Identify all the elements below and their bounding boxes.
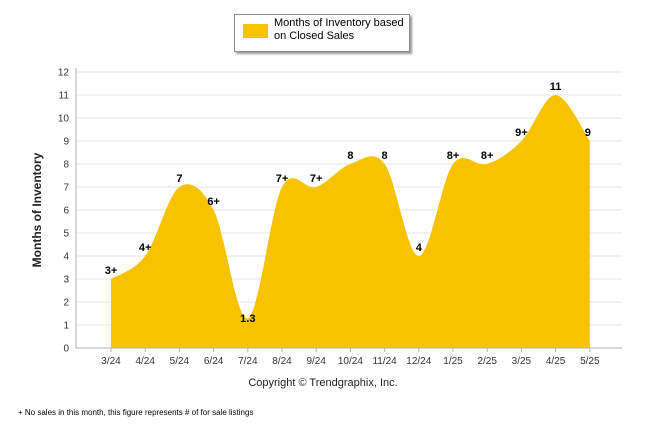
x-tick-label: 3/24: [101, 356, 121, 367]
y-tick-label: 10: [58, 114, 70, 125]
data-label: 7+: [310, 173, 323, 185]
data-label: 11: [550, 81, 562, 93]
y-tick-label: 5: [63, 229, 69, 240]
x-tick-label: 2/25: [477, 356, 497, 367]
y-tick-label: 12: [58, 68, 70, 79]
data-label: 6+: [207, 196, 220, 208]
x-tick-label: 11/24: [372, 356, 397, 367]
y-tick-label: 9: [63, 137, 69, 148]
data-labels: 3+ 4+ 7 6+ 1.3 7+ 7+ 8 8 4 8+ 8+ 9+ 11 9: [105, 81, 591, 325]
x-tick-label: 12/24: [406, 356, 431, 367]
y-tick-label: 4: [63, 252, 69, 263]
legend-swatch: [243, 24, 268, 38]
series-area: [111, 95, 590, 348]
y-tick-label: 1: [63, 321, 69, 332]
legend: Months of Inventory based on Closed Sale…: [234, 14, 410, 52]
data-label: 7+: [276, 173, 289, 185]
y-tick-label: 6: [63, 206, 69, 217]
x-tick-label: 6/24: [204, 356, 224, 367]
data-label: 9: [585, 127, 591, 139]
footnote: + No sales in this month, this figure re…: [18, 408, 254, 417]
x-tick-labels: 3/24 4/24 5/24 6/24 7/24 8/24 9/24 10/24 11/24 12…: [101, 348, 600, 367]
y-tick-label: 8: [63, 160, 69, 171]
x-tick-label: 4/25: [546, 356, 566, 367]
x-tick-label: 9/24: [306, 356, 326, 367]
data-label: 8+: [481, 150, 494, 162]
data-label: 1.3: [240, 313, 255, 325]
y-tick-label: 11: [59, 91, 70, 102]
x-tick-label: 10/24: [338, 356, 363, 367]
data-label: 8: [382, 150, 388, 162]
y-tick-label: 3: [63, 275, 69, 286]
axes: [75, 68, 622, 349]
x-tick-label: 8/24: [272, 356, 292, 367]
copyright-text: Copyright © Trendgraphix, Inc.: [248, 377, 398, 389]
data-label: 7: [176, 173, 182, 185]
data-label: 4+: [139, 242, 152, 254]
legend-label: Months of Inventory based on Closed Sale…: [274, 17, 404, 42]
x-tick-label: 1/25: [443, 356, 463, 367]
x-tick-label: 7/24: [238, 356, 258, 367]
y-tick-label: 7: [63, 183, 69, 194]
y-tick-label: 0: [63, 344, 69, 355]
data-label: 3+: [105, 265, 118, 277]
y-axis-label: Months of Inventory: [30, 152, 44, 268]
x-tick-label: 5/25: [580, 356, 600, 367]
y-tick-label: 2: [63, 298, 69, 309]
data-label: 8: [347, 150, 353, 162]
x-tick-label: 3/25: [512, 356, 532, 367]
data-label: 8+: [447, 150, 460, 162]
data-label: 4: [416, 242, 423, 254]
x-tick-label: 4/24: [135, 356, 155, 367]
data-label: 9+: [515, 127, 528, 139]
x-tick-label: 5/24: [170, 356, 190, 367]
